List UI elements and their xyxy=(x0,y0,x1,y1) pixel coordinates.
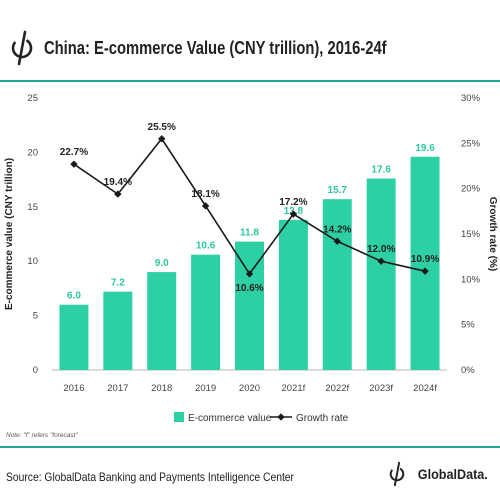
bar xyxy=(147,272,177,370)
x-tick-label: 2022f xyxy=(325,383,349,394)
growth-value-label: 18.1% xyxy=(191,189,219,200)
x-tick-label: 2017 xyxy=(107,383,128,394)
bar-value-label: 19.6 xyxy=(415,143,435,154)
bar-value-label: 6.0 xyxy=(67,291,81,302)
x-tick-label: 2024f xyxy=(413,383,437,394)
y-tick-label: 15 xyxy=(27,202,38,213)
bar-value-label: 10.6 xyxy=(196,241,216,252)
brand-logo: GlobalData. xyxy=(388,460,488,488)
footer-divider xyxy=(0,446,500,448)
x-tick-label: 2019 xyxy=(195,383,216,394)
growth-point xyxy=(158,135,166,143)
bar-value-label: 9.0 xyxy=(155,258,169,269)
header-divider xyxy=(0,80,500,82)
y2-tick-label: 15% xyxy=(461,229,481,240)
globaldata-logo-icon xyxy=(11,30,33,66)
bar-value-label: 15.7 xyxy=(328,185,348,196)
legend-line-marker xyxy=(277,413,285,421)
y2-tick-label: 10% xyxy=(461,274,481,285)
chart-legend: E-commerce value Growth rate xyxy=(174,412,349,424)
x-tick-label: 2020 xyxy=(239,383,260,394)
x-tick-label: 2018 xyxy=(151,383,172,394)
growth-point xyxy=(70,160,78,168)
ecommerce-chart: 0 5 10 15 20 25 0% 5% 10% 15% 20% 25% 30% 2016 2017 201… xyxy=(4,93,498,424)
legend-line-label: Growth rate xyxy=(296,413,349,424)
chart-header: China: E-commerce Value (CNY trillion), … xyxy=(0,0,500,80)
bar-value-label: 17.6 xyxy=(371,165,391,176)
y2-tick-label: 5% xyxy=(461,320,475,331)
forecast-note: Note: "f" refers "forecast" xyxy=(6,432,78,439)
growth-value-label: 17.2% xyxy=(279,197,307,208)
y-tick-label: 25 xyxy=(27,93,38,104)
y-tick-label: 20 xyxy=(27,147,38,158)
y2-tick-label: 30% xyxy=(461,93,481,104)
x-tick-label: 2021f xyxy=(281,383,305,394)
bar xyxy=(278,219,308,370)
globaldata-logo-icon xyxy=(389,461,405,487)
bar xyxy=(366,178,396,370)
chart-title: China: E-commerce Value (CNY trillion), … xyxy=(44,38,387,58)
bar-series xyxy=(59,156,440,370)
y2-tick-label: 20% xyxy=(461,184,481,195)
growth-value-label: 25.5% xyxy=(148,122,176,133)
source-text: Source: GlobalData Banking and Payments … xyxy=(6,470,294,484)
bar xyxy=(191,254,221,370)
growth-value-label: 22.7% xyxy=(60,147,88,158)
bar-value-label: 11.8 xyxy=(240,228,259,239)
legend-bar-swatch xyxy=(174,412,184,422)
growth-value-label: 12.0% xyxy=(367,244,395,255)
bar xyxy=(103,291,133,370)
growth-value-label: 14.2% xyxy=(323,224,351,235)
bar-value-label: 7.2 xyxy=(111,278,125,289)
y-tick-label: 0 xyxy=(33,365,38,376)
bar xyxy=(322,199,352,370)
bar xyxy=(410,156,440,370)
legend-bar-label: E-commerce value xyxy=(188,413,272,424)
y-axis-title: E-commerce value (CNY trillion) xyxy=(4,158,15,310)
brand-name: GlobalData. xyxy=(417,466,488,482)
growth-labels: 22.7% 19.4% 25.5% 18.1% 10.6% 17.2% 14.2% 12.0%… xyxy=(60,122,440,294)
growth-value-label: 10.6% xyxy=(235,283,263,294)
x-tick-label: 2023f xyxy=(369,383,393,394)
x-tick-label: 2016 xyxy=(63,383,84,394)
y2-tick-label: 0% xyxy=(461,365,475,376)
y2-tick-label: 25% xyxy=(461,138,481,149)
growth-value-label: 19.4% xyxy=(104,177,132,188)
y-tick-label: 5 xyxy=(33,311,38,322)
bar xyxy=(59,304,89,370)
chart-footer: Source: GlobalData Banking and Payments … xyxy=(0,446,500,500)
y-tick-label: 10 xyxy=(27,256,38,267)
growth-value-label: 10.9% xyxy=(411,254,439,265)
y2-axis-title: Growth rate (%) xyxy=(487,197,498,271)
bar xyxy=(235,241,264,370)
